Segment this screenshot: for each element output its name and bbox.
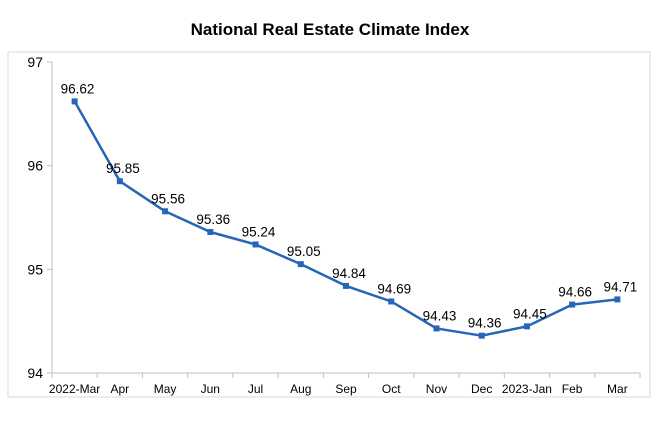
x-tick-label: 2022-Mar [49,382,100,396]
series-line [73,100,619,337]
data-point-markers [71,98,621,339]
x-tick-label: Jun [201,382,220,396]
data-point-marker [207,229,214,236]
y-tick-label: 94 [27,365,43,381]
data-label: 94.71 [603,279,637,294]
data-label: 94.66 [558,285,592,300]
data-label: 94.69 [377,281,411,296]
data-point-marker [71,98,78,105]
x-axis-ticks: 2022-Mar Apr May Jun Jul Aug Sep Oct Nov Dec 2023-… [49,373,641,396]
data-point-marker [569,301,576,308]
x-tick-label: Feb [562,382,583,396]
data-point-marker [252,241,259,248]
x-tick-label: Dec [471,382,492,396]
y-tick-label: 97 [27,54,43,70]
data-label: 95.24 [242,224,276,239]
data-point-marker [523,323,530,330]
data-label: 95.36 [196,212,230,227]
plot-frame [7,51,651,398]
y-axis-ticks: 94 95 96 97 [27,54,52,381]
y-tick-label: 95 [27,261,43,277]
data-point-marker [388,298,395,305]
x-tick-label: Oct [382,382,401,396]
data-label: 94.36 [468,316,502,331]
x-tick-label: May [154,382,177,396]
x-tick-label: Jul [248,382,263,396]
data-point-marker [433,325,440,332]
axes [51,62,640,374]
data-point-marker [478,332,485,339]
data-label: 95.56 [151,191,185,206]
data-label: 94.45 [513,306,547,321]
data-label: 94.43 [423,308,457,323]
data-point-marker [116,178,123,185]
data-label: 94.84 [332,266,366,281]
data-point-marker [343,282,349,289]
data-label: 95.85 [106,161,140,176]
chart-title: National Real Estate Climate Index [190,20,470,39]
y-tick-label: 96 [27,158,43,174]
x-tick-label: Mar [607,382,628,396]
data-label: 96.62 [61,81,95,96]
x-tick-label: 2023-Jan [502,382,552,396]
data-point-marker [614,296,621,303]
data-label: 95.05 [287,244,321,259]
data-point-marker [162,208,169,215]
x-tick-label: Apr [111,382,130,396]
x-tick-label: Nov [426,382,447,396]
data-labels: 96.62 95.85 95.56 95.36 95.24 95.05 94.84 94.69… [61,81,638,330]
data-point-marker [297,261,304,268]
x-tick-label: Sep [335,382,357,396]
x-tick-label: Aug [290,382,311,396]
